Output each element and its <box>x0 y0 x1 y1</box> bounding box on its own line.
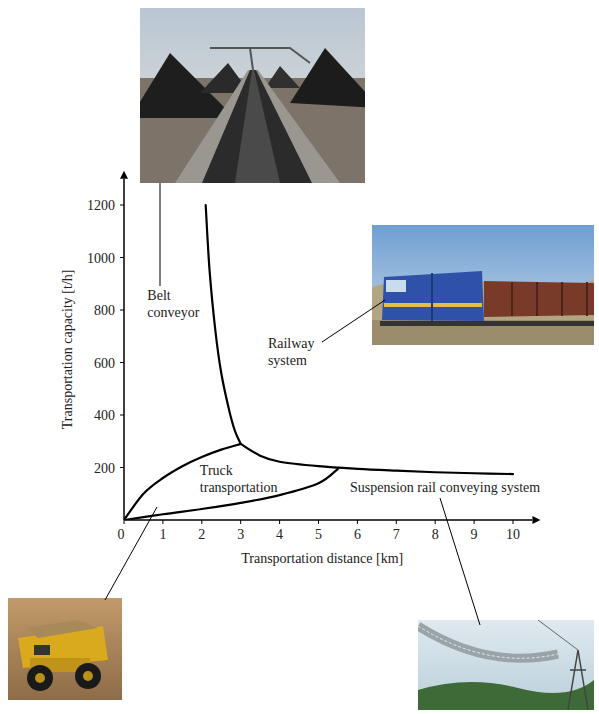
chart-root: 0 1 2 3 4 5 6 7 8 9 10 200 400 600 800 1000 1200 Transpor… <box>0 0 599 714</box>
region-label: Railway system <box>268 336 315 368</box>
x-tick-label: 5 <box>315 527 322 542</box>
truck-load <box>26 620 98 638</box>
x-tick-label: 4 <box>276 527 283 542</box>
photo-sky <box>372 225 594 345</box>
leader-line <box>105 507 157 600</box>
y-tick-label: 200 <box>94 461 115 476</box>
axes: 0 1 2 3 4 5 6 7 8 9 10 200 400 600 800 1000 1200 Transpor… <box>60 171 540 566</box>
x-tick-label: 3 <box>237 527 244 542</box>
wagon-join <box>586 282 588 316</box>
x-tick-label: 6 <box>354 527 361 542</box>
x-axis-line <box>124 519 532 521</box>
suspension-tube <box>418 626 558 658</box>
y-axis-arrow <box>120 171 128 179</box>
suspension-photo <box>418 620 594 710</box>
belt-load <box>235 70 280 183</box>
wagons <box>484 281 594 317</box>
y-tick <box>120 310 124 311</box>
x-tick-label: 1 <box>159 527 166 542</box>
label-line: system <box>268 353 307 368</box>
wheels <box>380 321 594 326</box>
wagon-join <box>536 282 538 316</box>
x-tick <box>357 520 358 524</box>
x-tick-label: 7 <box>393 527 400 542</box>
belt-surface <box>202 70 312 183</box>
x-tick <box>201 520 202 524</box>
label-line: Railway <box>268 336 315 351</box>
cable <box>538 620 578 650</box>
loco-window <box>386 280 406 292</box>
truck-wheel <box>27 665 53 691</box>
truck-hub <box>35 673 45 683</box>
coal-pile <box>265 66 300 88</box>
wagon-join <box>511 282 513 316</box>
x-tick-label: 10 <box>506 527 520 542</box>
belt-frame <box>175 70 340 183</box>
photo-ground <box>8 598 122 700</box>
y-tick <box>120 257 124 258</box>
y-tick <box>120 467 124 468</box>
x-tick <box>396 520 397 524</box>
x-tick-label: 0 <box>118 527 125 542</box>
leader-line <box>160 183 161 286</box>
x-axis-arrow <box>532 516 540 524</box>
leader-line <box>322 300 385 342</box>
wagon-join <box>561 282 563 316</box>
x-tick <box>474 520 475 524</box>
annotations: Belt conveyor Railway system Truck transporta… <box>105 183 540 625</box>
x-tick-label: 2 <box>198 527 205 542</box>
boundary-curve <box>206 205 241 444</box>
x-tick <box>124 520 125 524</box>
curves <box>124 205 513 520</box>
x-tick <box>513 520 514 524</box>
label-line: conveyor <box>147 305 199 320</box>
railway-photo <box>372 225 594 345</box>
x-tick-label: 8 <box>432 527 439 542</box>
pylon <box>568 650 588 710</box>
y-tick <box>120 362 124 363</box>
label-line: transportation <box>200 480 278 495</box>
tube-mesh <box>418 626 558 658</box>
x-axis-title: Transportation distance [km] <box>241 551 403 566</box>
y-tick-label: 400 <box>94 408 115 423</box>
label-line: Truck <box>200 463 233 478</box>
y-tick-label: 1000 <box>87 251 115 266</box>
leader-line <box>440 498 480 625</box>
region-label: Belt conveyor <box>147 288 199 320</box>
y-tick-label: 1200 <box>87 198 115 213</box>
x-tick-label: 9 <box>471 527 478 542</box>
truck-hub <box>83 671 93 681</box>
belt-photo <box>140 8 365 183</box>
y-axis-line <box>123 179 125 520</box>
loco-join <box>431 273 433 321</box>
y-axis-title: Transportation capacity [t/h] <box>60 270 75 430</box>
truck-cab-window <box>34 645 50 655</box>
y-tick-label: 600 <box>94 356 115 371</box>
locomotive <box>382 271 484 321</box>
x-tick <box>162 520 163 524</box>
stacker <box>210 48 310 70</box>
label-line: Belt <box>147 288 170 303</box>
photo-trees <box>418 680 594 710</box>
y-tick <box>120 415 124 416</box>
x-tick <box>279 520 280 524</box>
boundary-curve <box>241 444 513 474</box>
region-label: Suspension rail conveying system <box>350 480 540 495</box>
photo-sky <box>418 620 594 710</box>
truck-photo <box>8 598 122 700</box>
x-tick <box>435 520 436 524</box>
x-tick <box>318 520 319 524</box>
x-tick <box>240 520 241 524</box>
region-label: Truck transportation <box>200 463 278 495</box>
y-tick <box>120 205 124 206</box>
y-tick-label: 800 <box>94 303 115 318</box>
truck-wheel <box>75 663 101 689</box>
